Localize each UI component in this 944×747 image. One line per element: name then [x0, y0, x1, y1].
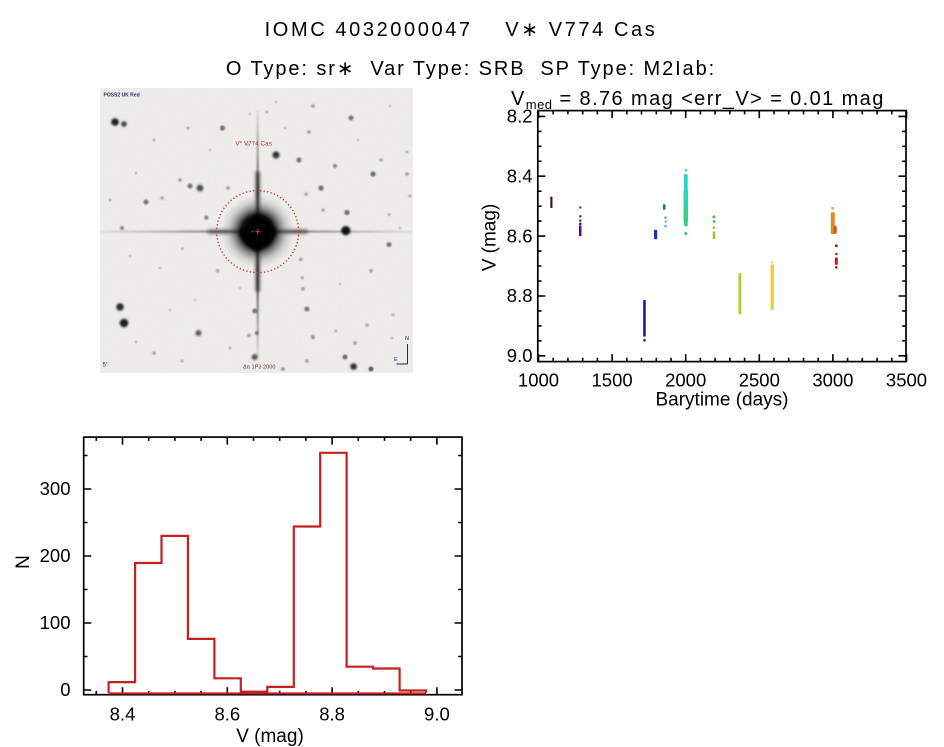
- svg-text:Barytime (days): Barytime (days): [655, 390, 788, 411]
- svg-text:5′: 5′: [103, 363, 108, 369]
- svg-text:8.4: 8.4: [110, 704, 136, 725]
- svg-text:9.0: 9.0: [507, 345, 533, 366]
- svg-text:8.8: 8.8: [507, 285, 533, 306]
- svg-text:POSS2 UK Red: POSS2 UK Red: [104, 93, 140, 99]
- svg-text:N: N: [405, 336, 409, 342]
- svg-text:8.6: 8.6: [214, 704, 240, 725]
- svg-text:Δα 1P3 2000: Δα 1P3 2000: [243, 364, 275, 370]
- svg-text:V* V774 Cas: V* V774 Cas: [235, 140, 272, 147]
- svg-text:300: 300: [40, 478, 71, 499]
- svg-text:V (mag): V (mag): [480, 204, 501, 272]
- svg-text:N: N: [13, 555, 34, 569]
- svg-text:100: 100: [40, 612, 71, 633]
- svg-text:200: 200: [40, 545, 71, 566]
- svg-text:V (mag): V (mag): [236, 726, 304, 747]
- svg-text:8.6: 8.6: [507, 225, 533, 246]
- svg-text:1000: 1000: [518, 369, 559, 390]
- svg-text:3500: 3500: [886, 369, 927, 390]
- svg-text:2500: 2500: [739, 369, 780, 390]
- svg-text:2000: 2000: [665, 369, 706, 390]
- svg-text:1500: 1500: [592, 369, 633, 390]
- svg-text:E: E: [394, 357, 398, 363]
- svg-text:8.2: 8.2: [507, 106, 533, 127]
- svg-text:8.4: 8.4: [507, 165, 533, 186]
- svg-text:8.8: 8.8: [319, 704, 345, 725]
- svg-text:9.0: 9.0: [424, 704, 450, 725]
- svg-text:3000: 3000: [812, 369, 853, 390]
- svg-text:0: 0: [60, 679, 70, 700]
